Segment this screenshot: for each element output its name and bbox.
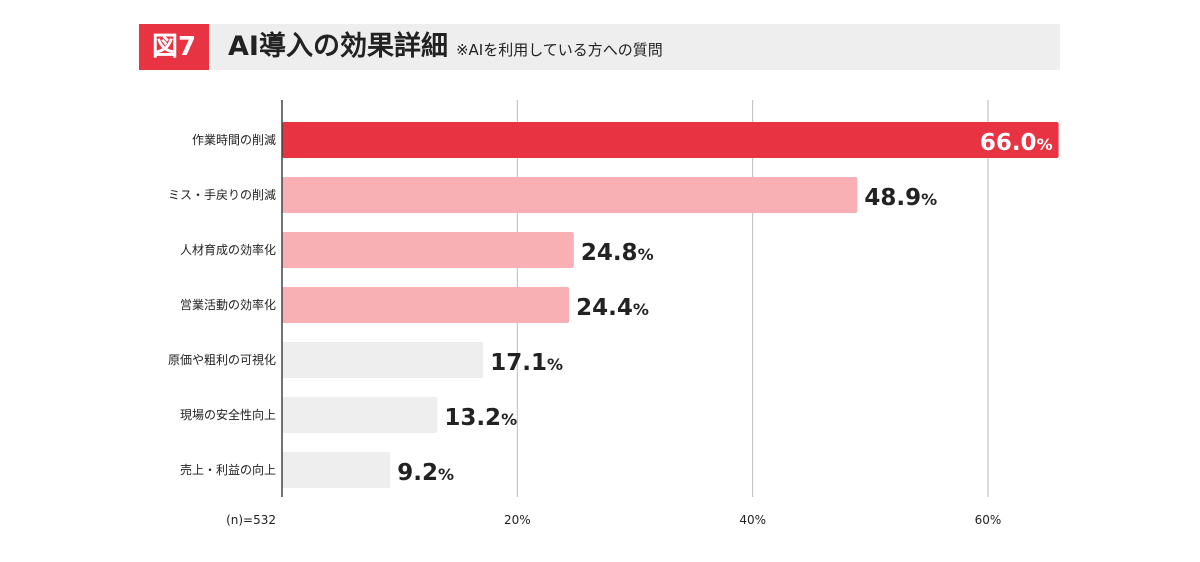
bar — [282, 342, 484, 378]
subtitle: ※AIを利用している方への質問 — [455, 41, 663, 59]
category-label: 売上・利益の向上 — [180, 462, 276, 477]
value-label: 9.2% — [397, 460, 454, 486]
value-label: 66.0% — [980, 130, 1053, 156]
bar — [282, 232, 574, 268]
category-label: 現場の安全性向上 — [180, 407, 276, 422]
category-label: 作業時間の削減 — [192, 132, 276, 147]
title-text: AI導入の効果詳細 — [228, 31, 448, 62]
value-label: 24.8% — [581, 240, 654, 266]
category-label: 原価や粗利の可視化 — [168, 352, 276, 367]
category-label: ミス・手戻りの削減 — [168, 187, 276, 202]
bar — [282, 287, 570, 323]
bar — [282, 177, 858, 213]
chart-title: AI導入の効果詳細 ※AIを利用している方への質問 — [228, 24, 663, 73]
category-label: 人材育成の効率化 — [180, 242, 276, 257]
category-label: 営業活動の効率化 — [180, 297, 276, 312]
value-label: 48.9% — [864, 185, 937, 211]
tick-label: 60% — [975, 513, 1002, 527]
tick-label: 20% — [504, 513, 531, 527]
value-label: 13.2% — [444, 405, 517, 431]
sample-size-note: (n)=532 — [226, 513, 276, 527]
figure-label: 図7 — [139, 24, 209, 70]
bar — [282, 122, 1059, 158]
value-label: 17.1% — [490, 350, 563, 376]
bar — [282, 397, 438, 433]
tick-label: 40% — [739, 513, 766, 527]
bar — [282, 452, 391, 488]
title-bar — [139, 24, 1060, 70]
value-label: 24.4% — [576, 295, 649, 321]
